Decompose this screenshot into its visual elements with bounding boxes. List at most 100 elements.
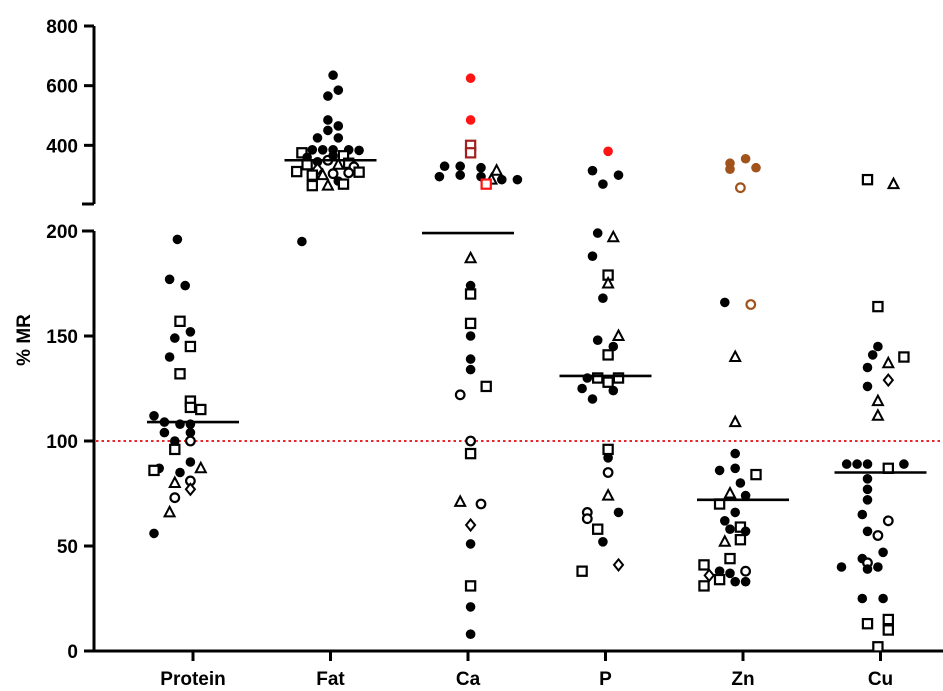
- data-point: [862, 495, 873, 505]
- data-point: [465, 354, 476, 364]
- data-point: [343, 167, 355, 179]
- data-point: [331, 157, 345, 170]
- data-point: [297, 236, 307, 247]
- data-point: [465, 331, 476, 341]
- data-point: [497, 174, 507, 185]
- data-point: [898, 351, 910, 363]
- x-ticks: Protein Fat Ca P Zn Cu: [160, 651, 893, 690]
- data-point: [698, 580, 710, 592]
- category-label-zn: Zn: [731, 669, 754, 690]
- data-point: [328, 150, 338, 161]
- data-point: [862, 381, 873, 392]
- data-point: [464, 288, 477, 300]
- data-point: [463, 250, 478, 264]
- data-point: [184, 401, 197, 414]
- data-point: [149, 528, 159, 539]
- data-point: [148, 464, 160, 477]
- data-point: [725, 568, 735, 579]
- data-point: [184, 482, 197, 497]
- data-point: [598, 293, 608, 304]
- data-point: [453, 494, 467, 507]
- data-point: [464, 147, 477, 159]
- data-point: [735, 182, 746, 194]
- data-point: [867, 350, 878, 360]
- data-point: [465, 364, 476, 375]
- data-point: [476, 162, 486, 173]
- data-point: [480, 178, 492, 190]
- data-point: [730, 463, 740, 474]
- data-point: [592, 335, 603, 346]
- data-point: [328, 70, 338, 81]
- data-point: [465, 629, 476, 639]
- data-point: [185, 327, 196, 337]
- data-point: [872, 641, 884, 653]
- data-point: [608, 385, 619, 396]
- data-point: [612, 557, 625, 572]
- data-point: [841, 459, 852, 469]
- data-point: [170, 333, 180, 343]
- category-label-protein: Protein: [160, 669, 225, 690]
- data-point: [613, 170, 624, 180]
- data-point: [740, 576, 751, 587]
- data-point: [603, 453, 613, 463]
- data-point: [606, 229, 620, 243]
- data-point: [149, 411, 159, 421]
- y-tick-label: 50: [57, 537, 78, 558]
- data-point: [185, 457, 196, 467]
- data-point: [159, 427, 170, 438]
- data-point: [180, 280, 190, 291]
- data-point: [872, 530, 884, 541]
- data-point: [608, 341, 619, 352]
- data-point: [306, 179, 319, 192]
- data-point: [862, 526, 873, 537]
- data-point: [730, 507, 740, 518]
- category-label-p: P: [599, 669, 612, 690]
- data-point: [576, 565, 588, 577]
- data-point: [184, 340, 197, 353]
- data-point: [872, 300, 884, 313]
- data-point: [169, 492, 181, 504]
- data-point: [480, 380, 492, 393]
- data-point: [899, 459, 909, 469]
- data-point: [464, 447, 477, 460]
- data-point: [603, 146, 613, 157]
- data-point: [306, 169, 319, 181]
- data-point: [316, 167, 330, 181]
- data-point: [354, 145, 364, 156]
- data-point: [871, 408, 885, 421]
- data-point: [601, 275, 615, 289]
- data-point: [195, 403, 207, 416]
- data-point: [728, 349, 742, 362]
- y-tick-label: 150: [46, 327, 78, 348]
- data-point: [587, 394, 598, 404]
- data-point: [861, 617, 874, 630]
- data-point: [333, 85, 344, 95]
- category-label-fat: Fat: [316, 669, 345, 690]
- data-point: [174, 368, 186, 380]
- y-ticks: 0 50 100 150 200 400 600 800: [46, 17, 94, 663]
- data-point: [602, 376, 614, 388]
- data-point: [333, 121, 344, 131]
- data-point: [327, 168, 339, 180]
- data-point: [713, 573, 726, 586]
- y-tick-label: 800: [46, 17, 78, 38]
- data-point: [862, 564, 873, 574]
- data-point: [434, 171, 445, 182]
- data-point: [871, 393, 885, 407]
- data-point: [861, 173, 874, 186]
- data-point: [489, 163, 504, 176]
- data-point: [464, 317, 477, 330]
- data-point: [598, 179, 608, 189]
- data-point: [886, 176, 901, 190]
- data-point: [714, 566, 725, 576]
- data-point: [465, 539, 476, 549]
- data-point: [714, 465, 725, 476]
- data-point: [862, 474, 873, 484]
- y-tick-label: 200: [46, 222, 78, 243]
- data-point: [873, 562, 883, 572]
- data-point: [164, 352, 175, 362]
- data-point: [730, 448, 740, 459]
- data-point: [857, 509, 868, 520]
- data-point: [194, 460, 208, 474]
- data-point: [169, 443, 181, 456]
